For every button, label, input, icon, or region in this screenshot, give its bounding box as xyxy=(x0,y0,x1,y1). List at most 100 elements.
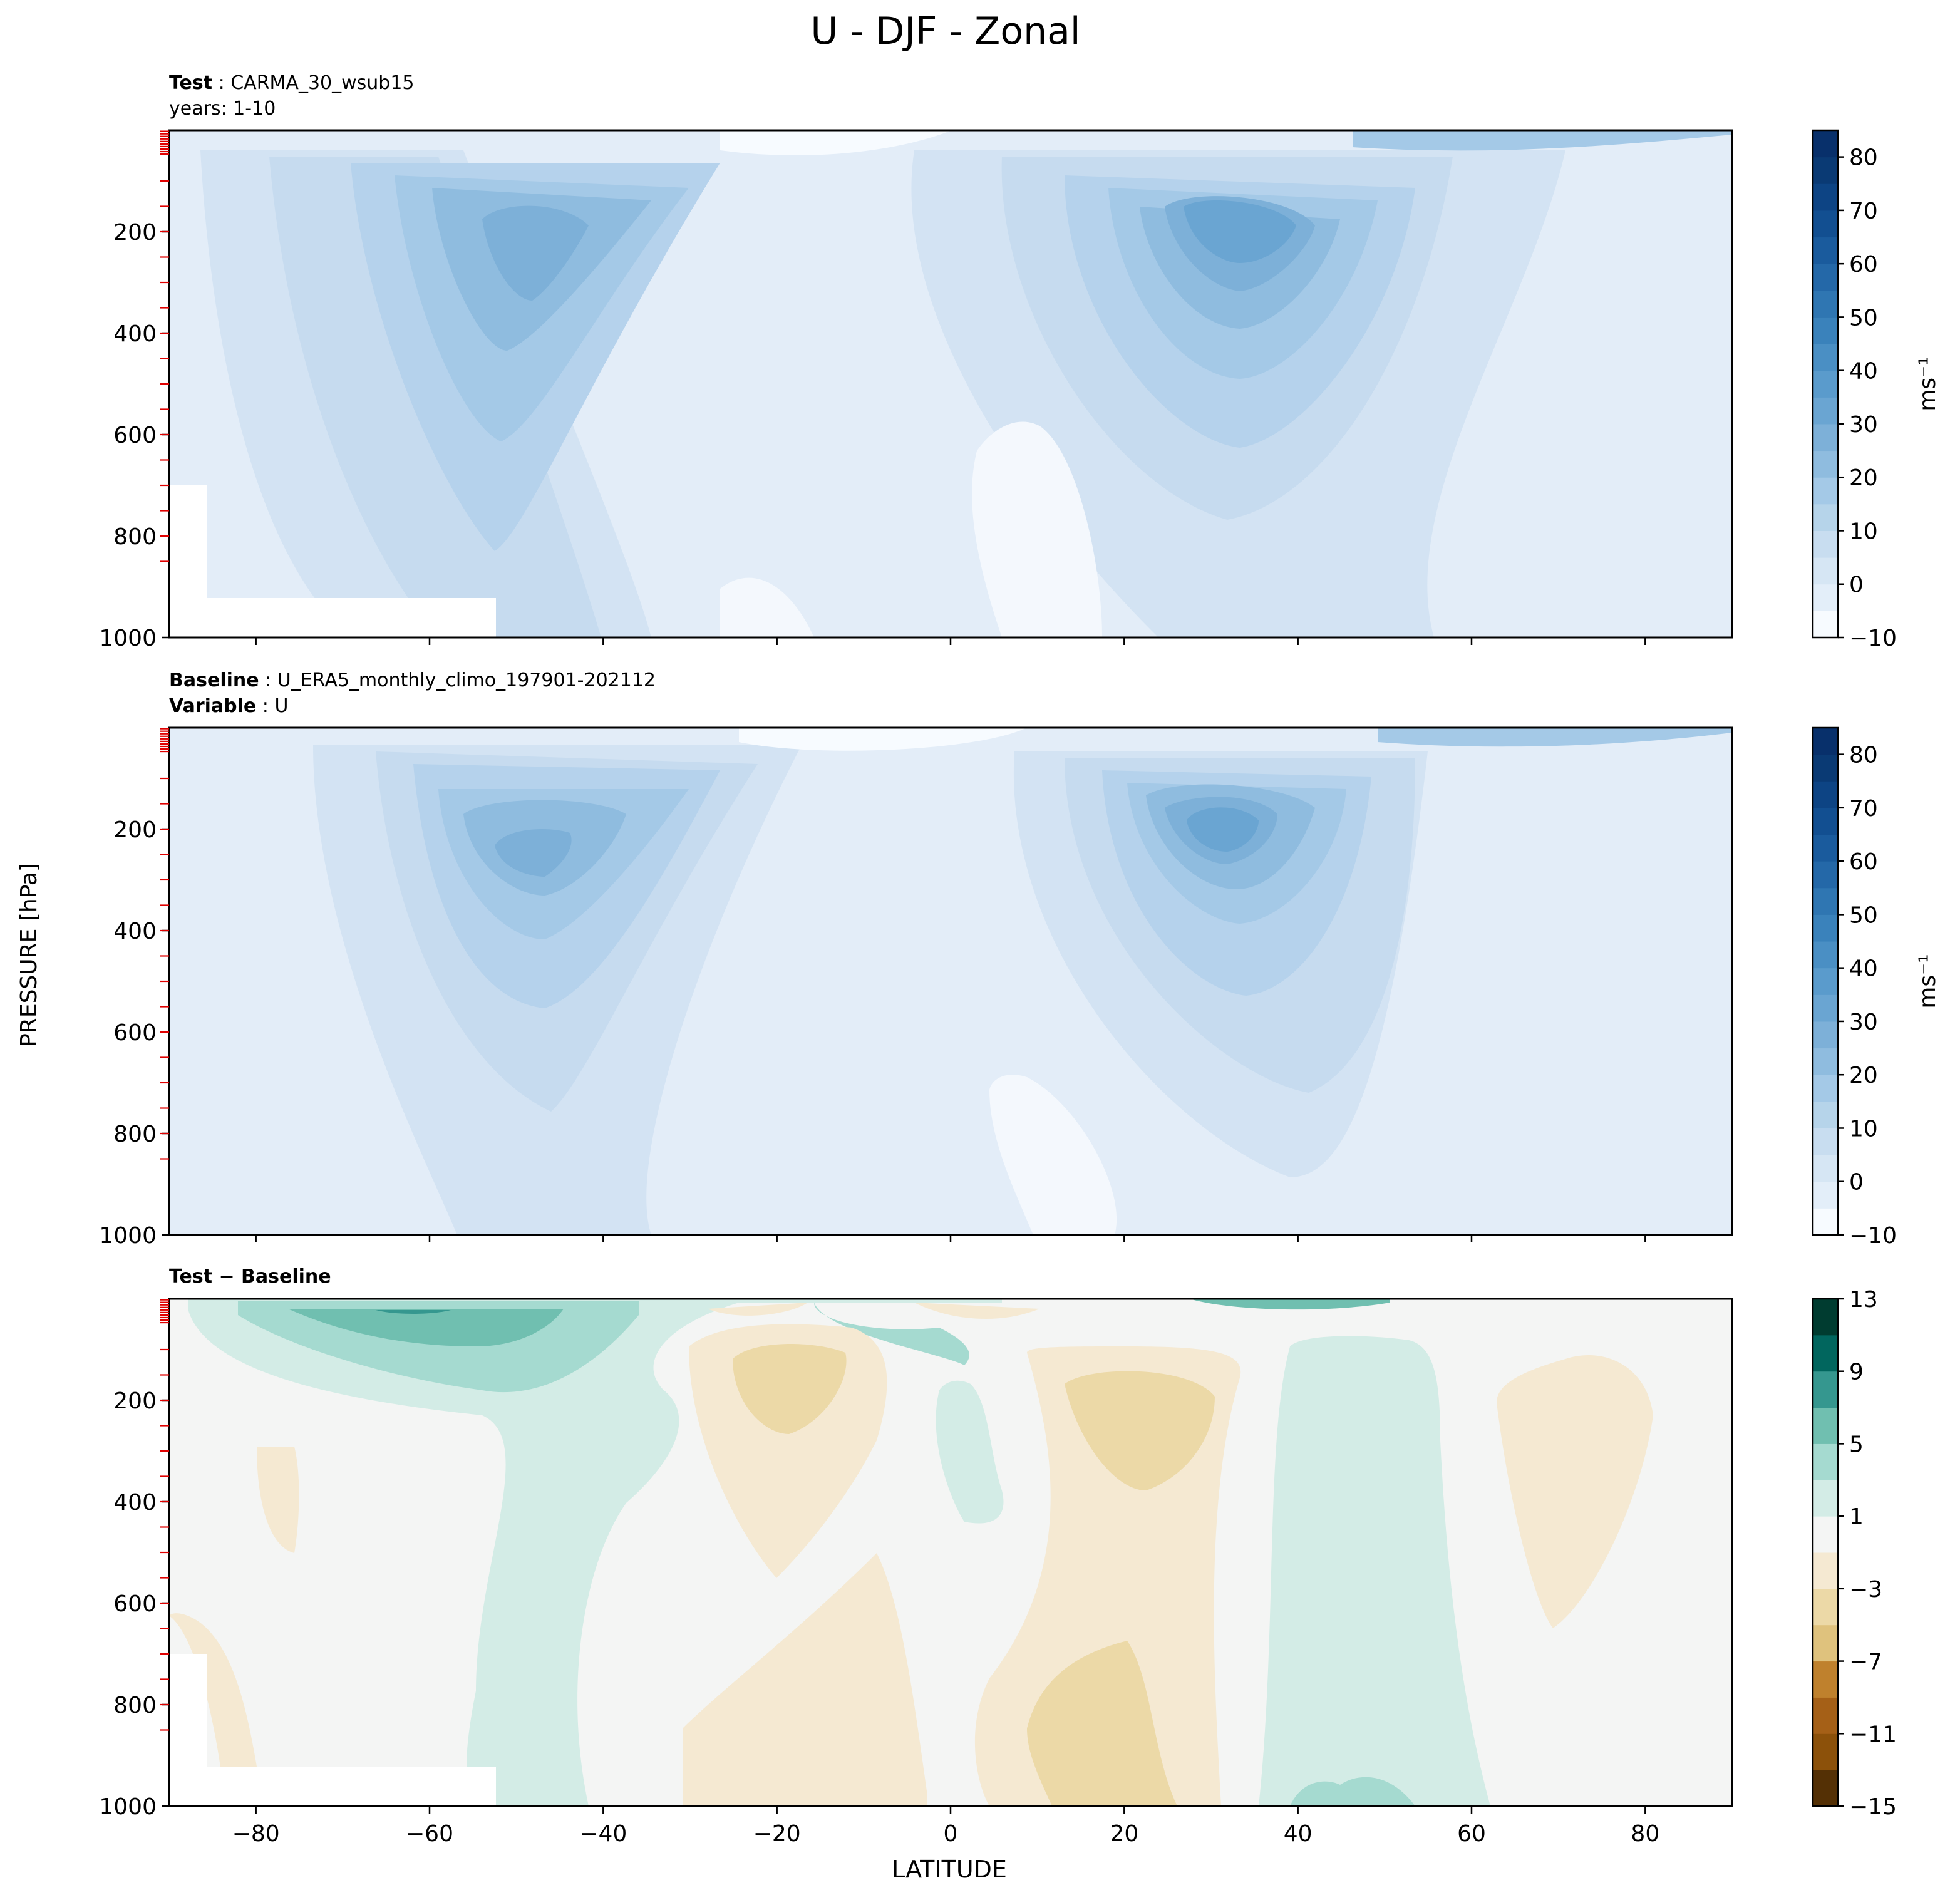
colorbar-swatch xyxy=(1813,1048,1838,1075)
difference-contours xyxy=(169,1299,1732,1806)
colorbar-swatch xyxy=(1813,183,1838,211)
diff-neg-sh-box xyxy=(257,1447,299,1553)
colorbar-swatch xyxy=(1813,1588,1838,1626)
colorbar-frame xyxy=(1812,726,1839,1236)
y-tick-label: 200 xyxy=(113,1388,157,1414)
colorbar-swatch xyxy=(1813,994,1838,1022)
diff-neg-20s-core xyxy=(733,1344,847,1434)
colorbar-swatch xyxy=(1813,1021,1838,1049)
baseline-contours xyxy=(169,728,1732,1235)
x-tick-label: −40 xyxy=(579,1821,627,1847)
colorbar-swatch xyxy=(1813,1101,1838,1128)
diff-pos-nh-top xyxy=(1190,1299,1390,1310)
y-tick-label: 800 xyxy=(113,524,157,550)
colorbar-tick-label: 70 xyxy=(1849,796,1878,822)
colorbar-swatch xyxy=(1813,1208,1838,1236)
y-axis-label: PRESSURE [hPa] xyxy=(16,863,42,1047)
colorbar-swatch xyxy=(1813,210,1838,238)
colorbar-swatch xyxy=(1813,344,1838,371)
y-tick-label: 400 xyxy=(113,1490,157,1515)
contour-level-35-nh xyxy=(1187,807,1259,852)
panel-baseline-variable-bold: Variable xyxy=(169,695,256,717)
contour-level-30 xyxy=(495,829,572,877)
panel-difference-colorbar: −15 −11 −7 −3 1 5 9 13 xyxy=(1812,1287,1897,1820)
colorbar-tick-label: 10 xyxy=(1849,1116,1878,1142)
contour-level-30 xyxy=(482,205,589,301)
y-tick-label: 1000 xyxy=(99,1223,157,1249)
colorbar-tick-label: 10 xyxy=(1849,519,1878,544)
panel-baseline: Baseline : U_ERA5_monthly_climo_197901-2… xyxy=(99,669,1941,1249)
colorbar-tick-label: 0 xyxy=(1849,572,1864,598)
colorbar-swatch xyxy=(1813,1371,1838,1408)
panel-baseline-colorbar-label: ms⁻¹ xyxy=(1915,954,1941,1008)
panel-baseline-header: Baseline : U_ERA5_monthly_climo_197901-2… xyxy=(169,669,656,691)
colorbar-tick-label: 5 xyxy=(1849,1432,1864,1457)
tropic-minimum xyxy=(739,728,1027,751)
x-tick-label: 80 xyxy=(1631,1821,1659,1847)
panel-difference-header: Test − Baseline xyxy=(169,1266,331,1288)
y-tick-label: 400 xyxy=(113,321,157,347)
y-tick-label: 600 xyxy=(113,423,157,448)
colorbar-swatch xyxy=(1813,1128,1838,1155)
colorbar-swatch xyxy=(1813,584,1838,611)
colorbar-tick-label: 20 xyxy=(1849,465,1878,491)
colorbar-swatch xyxy=(1813,1516,1838,1553)
colorbar-swatch xyxy=(1813,728,1838,755)
strat-jet xyxy=(1353,130,1732,151)
diff-neg-25n-core xyxy=(1065,1371,1215,1490)
colorbar-tick-label: 40 xyxy=(1849,359,1878,385)
x-tick-label: −80 xyxy=(232,1821,280,1847)
colorbar-tick-label: 1 xyxy=(1849,1504,1864,1530)
colorbar-tick-label: 80 xyxy=(1849,145,1878,171)
panel-test-y-axis: 200 400 600 800 1000 xyxy=(99,130,169,651)
panel-test-x-axis xyxy=(255,638,1646,645)
colorbar-swatch xyxy=(1813,887,1838,915)
diff-pos-nh-low xyxy=(1290,1777,1415,1806)
strat-jet xyxy=(1378,728,1732,747)
figure-title: U - DJF - Zonal xyxy=(810,9,1080,53)
x-tick-label: 40 xyxy=(1284,1821,1313,1847)
diff-neg-nh-high xyxy=(1497,1355,1653,1628)
diff-pos-trop-upper xyxy=(814,1303,969,1365)
diff-pos-3 xyxy=(288,1309,564,1346)
colorbar-swatch xyxy=(1813,1480,1838,1517)
x-tick-label: −60 xyxy=(406,1821,453,1847)
contour-level-35-nh xyxy=(1184,200,1296,263)
colorbar-swatch xyxy=(1813,914,1838,942)
panel-test-header-bold: Test xyxy=(169,72,212,94)
colorbar-swatch xyxy=(1813,1443,1838,1480)
colorbar-swatch xyxy=(1813,290,1838,318)
panel-baseline-variable-text: : U xyxy=(262,695,289,717)
diff-neg-sh-polar xyxy=(169,1613,263,1806)
colorbar-swatch xyxy=(1813,861,1838,889)
panel-difference-x-axis: −80 −60 −40 −20 0 20 40 60 80 xyxy=(232,1806,1659,1847)
panel-test-colorbar: −10 0 10 20 30 40 50 60 70 80 xyxy=(1812,129,1897,651)
colorbar-swatch xyxy=(1813,1407,1838,1444)
colorbar-tick-label: 50 xyxy=(1849,902,1878,928)
test-contours xyxy=(169,130,1732,638)
colorbar-swatch xyxy=(1813,237,1838,264)
colorbar-swatch xyxy=(1813,1181,1838,1209)
diff-pos-upper-sh xyxy=(188,1299,1002,1806)
y-tick-label: 600 xyxy=(113,1591,157,1617)
colorbar-swatch xyxy=(1813,1770,1838,1807)
colorbar-tick-label: 9 xyxy=(1849,1360,1864,1385)
panel-test-header: Test : CARMA_30_wsub15 xyxy=(169,72,415,94)
y-tick-label: 800 xyxy=(113,1693,157,1718)
colorbar-frame xyxy=(1812,129,1839,639)
colorbar-swatch xyxy=(1813,397,1838,425)
colorbar-tick-label: −10 xyxy=(1849,626,1897,651)
colorbar-swatch xyxy=(1813,1335,1838,1372)
colorbar-swatch xyxy=(1813,1733,1838,1770)
colorbar-swatch xyxy=(1813,1552,1838,1589)
colorbar-swatch xyxy=(1813,1155,1838,1182)
colorbar-tick-label: 20 xyxy=(1849,1063,1878,1088)
x-tick-label: 60 xyxy=(1457,1821,1486,1847)
y-tick-label: 400 xyxy=(113,919,157,944)
panel-test-years: years: 1-10 xyxy=(169,98,276,120)
panel-baseline-y-axis: 200 400 600 800 1000 xyxy=(99,728,169,1249)
diff-neg-upper xyxy=(708,1303,1039,1319)
ice-mask xyxy=(169,1654,496,1806)
